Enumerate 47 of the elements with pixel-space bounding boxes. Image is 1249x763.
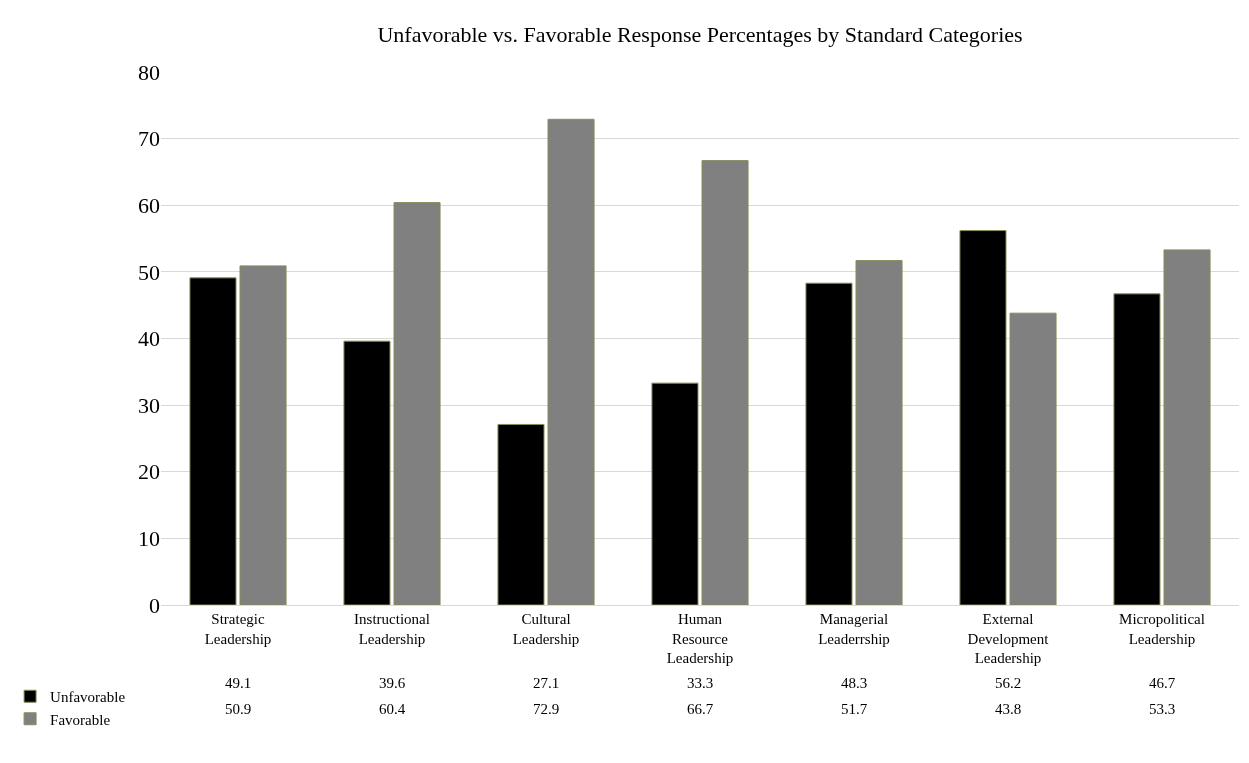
bar [805,282,853,605]
x-tick-label: Strategic Leadership [204,611,272,647]
chart-title: Unfavorable vs. Favorable Response Percentages by Standard Categories [377,22,1023,48]
y-tick-label: 40 [138,326,160,352]
data-label: 27.1 [533,675,560,691]
data-label: 60.4 [379,701,406,717]
legend-label: Favorable [50,711,111,728]
bar [651,382,699,605]
data-label: 39.6 [379,675,406,691]
legend-label: Unfavorable [50,689,126,706]
bar [1163,249,1211,605]
bar [343,340,391,605]
data-label: 50.9 [225,701,252,717]
data-label: 51.7 [841,701,868,717]
y-tick-label: 20 [138,459,160,485]
bar [189,277,237,605]
bar [1113,293,1161,605]
x-tick-label: Cultural Leadership [512,611,580,647]
bar [855,260,903,605]
data-label: 49.1 [225,675,252,691]
data-label: 46.7 [1149,675,1176,691]
data-label: 72.9 [533,701,560,717]
data-label: 33.3 [687,675,714,691]
bar [239,265,287,605]
data-label: 56.2 [995,675,1022,691]
y-tick-label: 70 [138,126,160,152]
data-label: 66.7 [687,701,714,717]
x-tick-label: Managerial Leaderrship [818,611,890,647]
x-tick-label: External Development Leadership [967,611,1050,666]
y-tick-label: 80 [138,59,160,85]
bar [701,160,749,605]
data-label: 53.3 [1149,701,1176,717]
data-label: 48.3 [841,675,868,691]
x-tick-label: Micropolitical Leadership [1119,611,1205,647]
data-label: 43.8 [995,701,1022,717]
bar [497,423,545,605]
bar [393,202,441,605]
bar [1009,312,1057,605]
x-tick-label: Instructional Leadership [354,611,430,647]
y-tick-label: 10 [138,526,160,552]
x-tick-label: Human Resource Leadership [666,611,734,666]
y-tick-label: 0 [149,592,160,618]
y-tick-label: 60 [138,192,160,218]
y-tick-label: 30 [138,392,160,418]
bar [959,230,1007,605]
y-tick-label: 50 [138,259,160,285]
bar [547,118,595,605]
